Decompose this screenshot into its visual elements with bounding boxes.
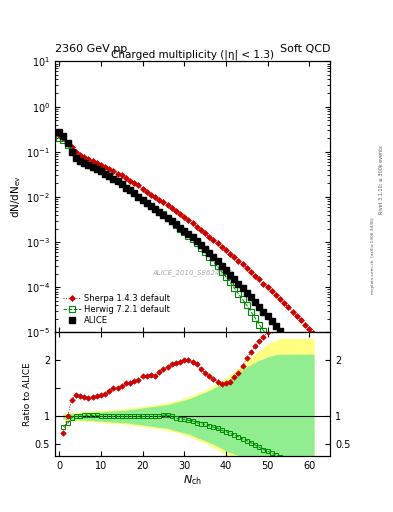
Y-axis label: Ratio to ALICE: Ratio to ALICE: [23, 362, 32, 426]
ALICE: [107, 173, 112, 179]
ALICE: [307, 363, 312, 369]
ALICE: [311, 368, 316, 374]
ALICE: [78, 158, 83, 164]
Title: Charged multiplicity (|η| < 1.3): Charged multiplicity (|η| < 1.3): [111, 49, 274, 60]
Herwig 7.2.1 default: [123, 185, 128, 191]
X-axis label: $N_\mathrm{ch}$: $N_\mathrm{ch}$: [183, 473, 202, 487]
Text: mcplots.cern.ch  [arXiv:1306.3436]: mcplots.cern.ch [arXiv:1306.3436]: [371, 218, 375, 294]
Legend: Sherpa 1.4.3 default, Herwig 7.2.1 default, ALICE: Sherpa 1.4.3 default, Herwig 7.2.1 defau…: [62, 293, 171, 326]
Herwig 7.2.1 default: [311, 415, 316, 421]
Text: 2360 GeV pp: 2360 GeV pp: [55, 44, 127, 54]
Line: Herwig 7.2.1 default: Herwig 7.2.1 default: [57, 135, 316, 420]
ALICE: [211, 254, 216, 260]
Sherpa 1.4.3 default: [57, 132, 62, 138]
ALICE: [278, 328, 283, 334]
Line: Sherpa 1.4.3 default: Sherpa 1.4.3 default: [57, 133, 328, 348]
Herwig 7.2.1 default: [307, 406, 312, 412]
Herwig 7.2.1 default: [57, 135, 62, 141]
ALICE: [57, 129, 62, 135]
Sherpa 1.4.3 default: [315, 334, 320, 340]
Herwig 7.2.1 default: [211, 259, 216, 265]
Text: ALICE_2010_S8624100: ALICE_2010_S8624100: [152, 269, 233, 276]
Sherpa 1.4.3 default: [119, 173, 124, 179]
Sherpa 1.4.3 default: [136, 182, 141, 188]
Herwig 7.2.1 default: [107, 173, 112, 179]
ALICE: [123, 185, 128, 191]
Text: Rivet 3.1.10; ≥ 300k events: Rivet 3.1.10; ≥ 300k events: [379, 145, 384, 214]
Herwig 7.2.1 default: [78, 158, 83, 164]
Sherpa 1.4.3 default: [286, 304, 291, 310]
Sherpa 1.4.3 default: [195, 224, 199, 230]
Line: ALICE: ALICE: [57, 129, 316, 374]
Sherpa 1.4.3 default: [323, 342, 328, 348]
Sherpa 1.4.3 default: [169, 205, 174, 211]
Text: Soft QCD: Soft QCD: [280, 44, 330, 54]
Herwig 7.2.1 default: [278, 354, 283, 360]
Y-axis label: dN/dN$_\mathrm{ev}$: dN/dN$_\mathrm{ev}$: [9, 176, 23, 219]
